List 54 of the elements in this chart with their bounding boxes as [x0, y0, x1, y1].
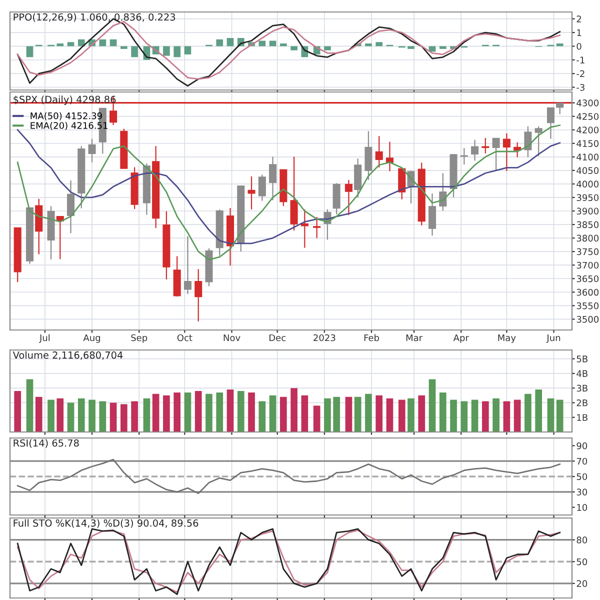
y-tick-label: 5B — [576, 356, 588, 362]
x-tick-label: Mar — [406, 334, 423, 342]
x-tick-label: 2023 — [314, 334, 336, 342]
y-tick-label: 4150 — [576, 140, 599, 147]
y-tick-label: 3750 — [576, 248, 599, 256]
y-tick-label: 50 — [576, 473, 588, 480]
y-tick-label: 3700 — [576, 262, 599, 269]
y-tick-label: 0 — [576, 42, 582, 50]
y-tick-label: 3600 — [576, 288, 599, 296]
x-tick-label: Aug — [83, 334, 100, 343]
y-tick-label: 4050 — [576, 167, 599, 174]
y-tick-label: 4000 — [576, 180, 599, 188]
legend-label: EMA(20) 4216.51 — [30, 122, 108, 130]
y-tick-label: 4100 — [576, 154, 599, 160]
legend-label: MA(50) 4152.39 — [30, 112, 102, 120]
y-tick-label: 3550 — [576, 302, 599, 310]
x-tick-label: Dec — [269, 334, 286, 342]
chart-title: RSI(14) 65.78 — [14, 439, 79, 448]
y-tick-label: -1 — [576, 56, 584, 64]
y-tick-label: 3B — [576, 384, 588, 392]
y-tick-label: 4200 — [576, 126, 599, 134]
y-tick-label: 4250 — [576, 113, 599, 120]
y-tick-label: -2 — [576, 70, 584, 78]
y-tick-label: -3 — [576, 84, 584, 91]
y-tick-label: 2B — [576, 399, 588, 406]
y-tick-label: 10 — [577, 504, 588, 511]
y-tick-label: 3650 — [576, 275, 599, 282]
y-tick-label: 4300 — [576, 100, 599, 106]
y-tick-label: 2 — [576, 16, 582, 22]
y-tick-label: 3800 — [576, 234, 599, 242]
y-tick-label: 50 — [576, 558, 588, 566]
y-tick-label: 80 — [576, 536, 588, 544]
x-tick-label: Jul — [39, 334, 50, 343]
y-tick-label: 4B — [576, 370, 588, 377]
x-tick-label: Feb — [364, 334, 379, 342]
x-tick-label: Sep — [131, 334, 148, 343]
y-tick-label: 1B — [577, 414, 588, 421]
y-tick-label: 30 — [576, 488, 588, 496]
x-tick-label: Oct — [177, 334, 192, 342]
x-tick-label: Apr — [453, 334, 469, 343]
y-tick-label: 90 — [576, 442, 588, 450]
y-tick-label: 3950 — [576, 194, 599, 202]
y-tick-label: 3900 — [576, 208, 599, 215]
x-tick-label: Nov — [224, 334, 240, 342]
chart-title: Volume 2,116,680,704 — [12, 351, 123, 360]
chart-title: Full STO %K(14,3) %D(3) 90.04, 89.56 — [14, 519, 198, 528]
y-tick-label: 1 — [577, 29, 582, 36]
y-tick-label: 3500 — [576, 316, 599, 323]
y-tick-label: 70 — [576, 458, 588, 465]
x-tick-label: Jun — [546, 334, 560, 343]
y-tick-label: 20 — [576, 580, 588, 588]
y-tick-label: 3850 — [576, 221, 599, 228]
chart-title: PPO(12,26,9) 1.060, 0.836, 0.223 — [14, 13, 176, 22]
x-tick-label: May — [498, 334, 516, 343]
